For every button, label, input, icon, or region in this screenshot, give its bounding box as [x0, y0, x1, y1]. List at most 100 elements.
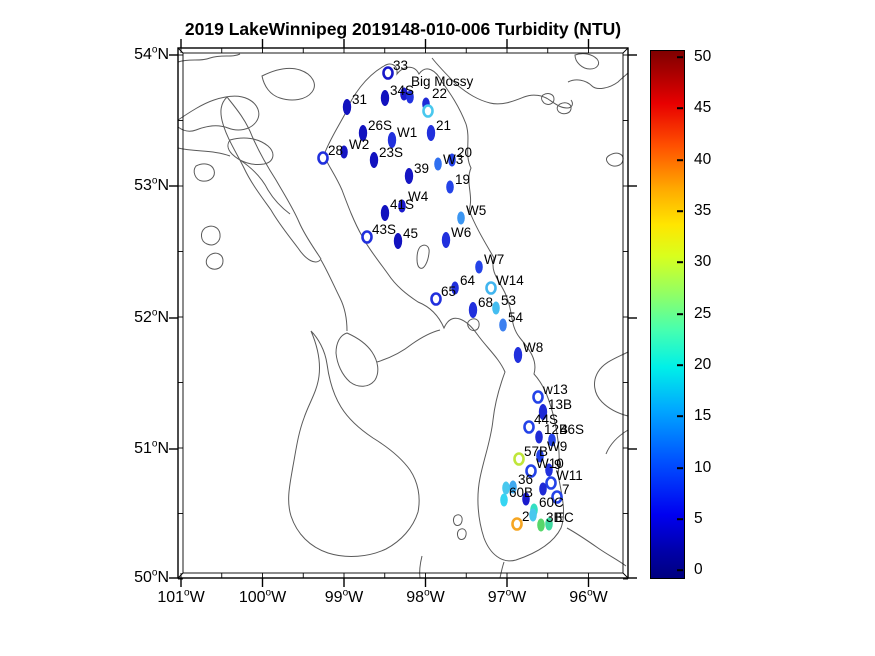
station-marker: [382, 66, 394, 80]
station-label: w13: [543, 382, 568, 397]
station-label: 57B: [524, 444, 549, 459]
colorbar-tick-label: 5: [694, 510, 703, 527]
colorbar-tick-mark: [677, 415, 683, 417]
colorbar-tick-mark: [677, 518, 683, 520]
colorbar-tick-mark: [677, 313, 683, 315]
y-tick-label: 51oN: [134, 438, 169, 457]
station-marker: [545, 517, 553, 531]
station-label: W10: [536, 456, 564, 471]
river-waterhen: [320, 259, 348, 332]
station-marker: [426, 125, 436, 141]
station-label: W6: [451, 225, 472, 240]
station-marker: [340, 145, 348, 159]
station-label: 54: [508, 310, 524, 325]
station-marker: [536, 449, 544, 463]
station-marker: [380, 205, 390, 221]
station-marker: [398, 199, 406, 213]
degree-symbol: o: [184, 587, 190, 599]
y-tick-label: 53oN: [134, 175, 169, 194]
x-tick-label: 96oW: [569, 587, 608, 606]
degree-symbol: o: [587, 587, 593, 599]
station-marker: [545, 463, 553, 477]
colorbar-tick-label: 0: [694, 561, 703, 578]
station-markers: [317, 66, 563, 532]
station-label: 39: [414, 161, 430, 176]
colorbar-tick-label: 40: [694, 151, 712, 168]
station-marker: [513, 347, 523, 363]
station-label: W3: [443, 152, 464, 167]
station-label: W8: [523, 340, 544, 355]
station-label: 53: [501, 293, 517, 308]
station-marker: [434, 157, 442, 171]
station-label: 9: [554, 457, 562, 472]
frame-inner: [182, 52, 624, 574]
x-tick-label: 101oW: [157, 587, 205, 606]
colorbar-tick-mark: [677, 261, 683, 263]
colorbar-tick-label: 50: [694, 48, 712, 65]
colorbar-tick-mark: [677, 364, 683, 366]
station-label: 64: [460, 273, 476, 288]
degree-symbol: o: [151, 438, 158, 450]
station-label: 20: [457, 145, 473, 160]
degree-symbol: o: [342, 587, 349, 599]
degree-symbol: o: [151, 567, 158, 579]
station-label: 28: [328, 143, 344, 158]
station-marker: [361, 230, 373, 244]
station-label: 22: [432, 86, 448, 101]
y-tick-label: 54oN: [134, 44, 169, 63]
station-marker: [380, 90, 390, 106]
station-label: W11: [556, 468, 583, 483]
station-label: W4: [408, 189, 429, 204]
colorbar-tick-label: 45: [694, 99, 712, 116]
coastline-lake-manitoba: [288, 330, 420, 557]
station-marker: [404, 168, 414, 184]
station-label: 31: [352, 92, 368, 107]
station-marker: [525, 464, 537, 478]
station-label: W9: [547, 439, 568, 454]
map-frame: [169, 39, 637, 587]
station-label: 46S: [560, 422, 585, 437]
station-marker: [523, 420, 535, 434]
station-label: 36: [518, 472, 534, 487]
station-label: 21: [436, 118, 452, 133]
station-label: 34S: [390, 83, 415, 98]
colorbar-tick-mark: [677, 159, 683, 161]
frame-corner: [177, 47, 184, 54]
station-label: EC: [555, 510, 574, 525]
station-label: W7: [484, 252, 505, 267]
station-label: 65: [441, 284, 457, 299]
degree-symbol: o: [151, 307, 158, 319]
station-marker: [509, 480, 517, 494]
station-marker: [522, 492, 530, 506]
colorbar-tick-label: 15: [694, 407, 712, 424]
station-marker: [545, 476, 557, 490]
station-label: W14: [496, 273, 524, 288]
y-tick-label: 50oN: [134, 567, 169, 586]
colorbar-tick-mark: [677, 56, 683, 58]
station-marker: [538, 404, 548, 420]
station-marker: [502, 481, 510, 495]
station-marker: [448, 153, 456, 167]
degree-symbol: o: [505, 587, 512, 599]
colorbar-tick-label: 10: [694, 459, 712, 476]
station-marker: [342, 99, 352, 115]
station-marker: [492, 301, 500, 315]
station-label: W1: [397, 125, 418, 140]
station-label: Big Mossy: [411, 74, 474, 89]
station-marker: [387, 132, 397, 148]
station-label: 2: [522, 509, 530, 524]
colorbar-tick-label: 30: [694, 253, 712, 270]
station-marker: [446, 180, 454, 194]
river-red: [499, 561, 505, 579]
x-tick-label: 99oW: [324, 587, 364, 606]
degree-symbol: o: [265, 587, 272, 599]
station-marker: [393, 233, 403, 249]
station-marker: [400, 87, 408, 101]
frame-outer: [177, 47, 629, 579]
station-label: 13B: [548, 397, 573, 412]
frame-corner: [177, 572, 184, 579]
river-dauphin: [376, 329, 441, 363]
station-marker: [451, 281, 459, 295]
